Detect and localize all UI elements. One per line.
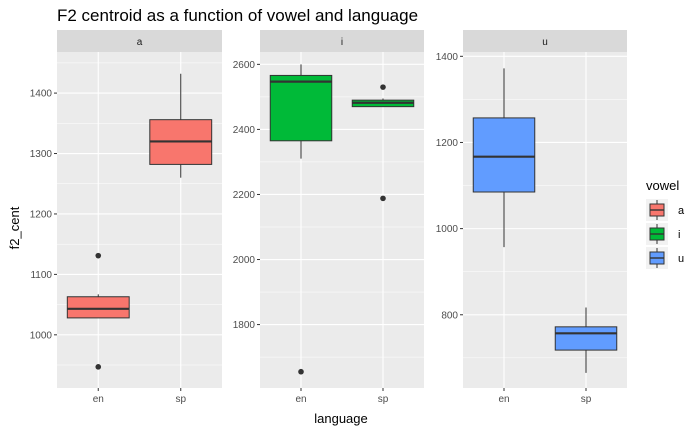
box-iqr <box>554 326 618 351</box>
outlier-point <box>298 368 304 375</box>
box-iqr <box>269 74 333 142</box>
y-tick-label: 2000 <box>233 255 256 266</box>
box-a-en <box>66 252 130 370</box>
y-tick-label: 2200 <box>233 190 256 201</box>
x-tick-label: sp <box>378 394 389 405</box>
x-tick-label: sp <box>581 394 592 405</box>
strip-u <box>463 30 627 52</box>
outlier-point <box>95 364 102 370</box>
x-tick-label: en <box>295 394 306 405</box>
y-tick-label: 800 <box>441 310 458 321</box>
x-axis-title: language <box>314 411 368 426</box>
panel-i: i 1800 2000 2200 2400 2600 en sp <box>233 30 424 405</box>
box-iqr <box>66 296 130 319</box>
box-a-sp <box>149 73 213 178</box>
legend-label-u: u <box>678 253 684 265</box>
y-tick-label: 1000 <box>30 330 53 341</box>
box-i-sp <box>351 84 415 202</box>
y-axis-title: f2_cent <box>7 206 22 249</box>
strip-label-i: i <box>341 37 343 48</box>
legend-entry-i: i <box>646 223 680 245</box>
y-tick-label: 1200 <box>30 209 53 220</box>
strip-label-u: u <box>542 37 548 48</box>
box-u-sp <box>554 307 618 373</box>
panels: a 1000 1100 1200 1300 1400 en sp i 1800 2000 2200 24… <box>30 30 627 405</box>
strip-i <box>260 30 424 52</box>
y-tick-label: 1200 <box>436 138 459 149</box>
y-tick-label: 1000 <box>436 224 459 235</box>
outlier-point <box>380 195 386 202</box>
box-iqr <box>472 117 536 193</box>
y-tick-label: 1800 <box>233 320 256 331</box>
y-tick-label: 1400 <box>436 52 459 63</box>
y-tick-label: 1400 <box>30 89 53 100</box>
y-tick-label: 2600 <box>233 60 256 71</box>
panel-u: u 800 1000 1200 1400 en sp <box>436 30 627 405</box>
outlier-point <box>380 84 386 90</box>
box-u-en <box>472 68 536 248</box>
box-i-en <box>269 64 333 375</box>
y-tick-label: 1300 <box>30 149 53 160</box>
strip-a <box>57 30 222 52</box>
strip-label-a: a <box>137 37 143 48</box>
x-tick-label: sp <box>175 394 186 405</box>
chart-title: F2 centroid as a function of vowel and l… <box>57 6 418 25</box>
y-tick-label: 1100 <box>30 270 52 281</box>
panel-a: a 1000 1100 1200 1300 1400 en sp <box>30 30 222 405</box>
legend-label-i: i <box>678 229 680 241</box>
x-tick-label: en <box>498 394 509 405</box>
legend-title: vowel <box>646 178 679 193</box>
legend-entry-a: a <box>646 199 685 221</box>
y-tick-label: 2400 <box>233 125 256 136</box>
x-tick-label: en <box>93 394 104 405</box>
legend-entry-u: u <box>646 247 684 269</box>
legend: vowel aiu <box>646 178 685 269</box>
outlier-point <box>95 252 102 259</box>
legend-label-a: a <box>678 205 685 217</box>
panel-background <box>57 52 222 388</box>
